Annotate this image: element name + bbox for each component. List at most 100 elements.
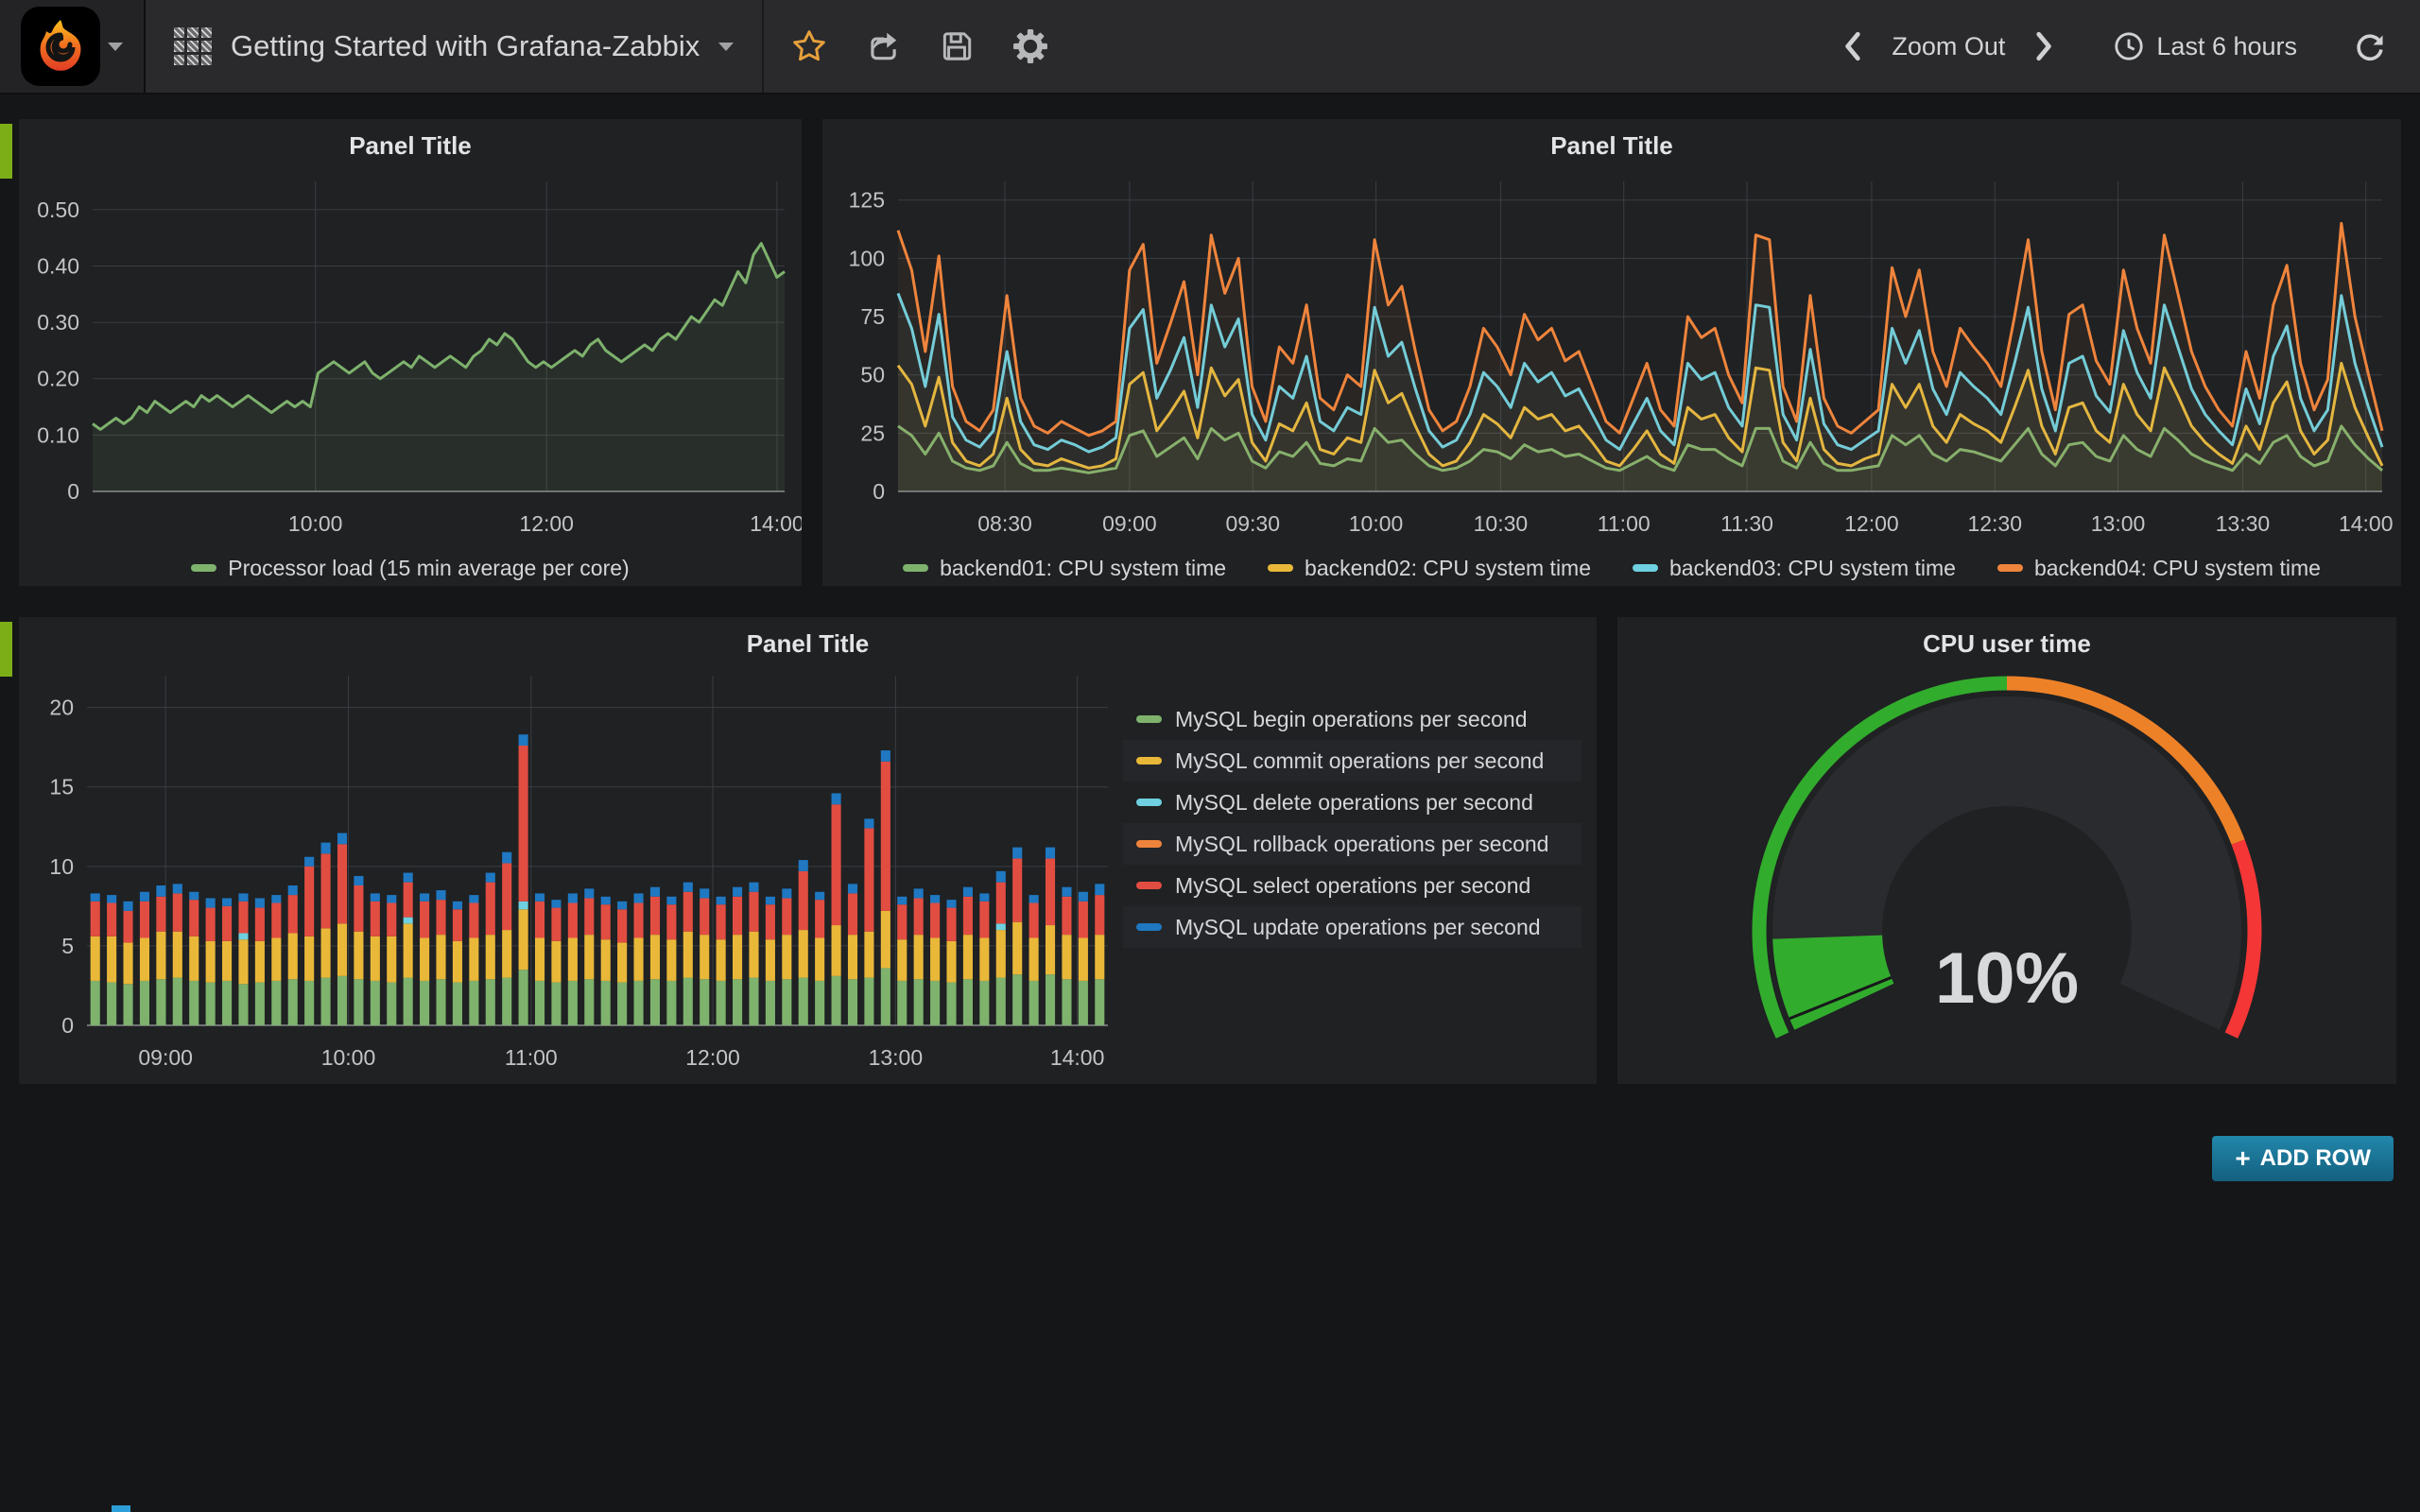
dashboard-actions [762,0,1070,93]
logo-caret-icon [108,42,123,51]
svg-text:11:00: 11:00 [1598,511,1651,536]
time-picker-button[interactable]: Last 6 hours [2103,25,2307,68]
grafana-logo-button[interactable] [0,0,146,93]
legend: Processor load (15 min average per core) [19,547,802,586]
add-row-label: ADD ROW [2259,1145,2371,1171]
dashboard-grid-icon [174,27,212,65]
legend-swatch [1633,564,1658,572]
svg-text:0: 0 [61,1013,74,1038]
time-controls: Zoom Out Last 6 hours [1833,0,2420,93]
svg-text:10:00: 10:00 [1349,511,1404,536]
legend-label: MySQL rollback operations per second [1175,831,1549,856]
legend-label: MySQL select operations per second [1175,872,1531,898]
svg-text:12:30: 12:30 [1967,511,2022,536]
row-collapse-handle[interactable] [0,622,12,677]
legend: backend01: CPU system time backend02: CPU… [822,547,2401,586]
legend-item[interactable]: MySQL delete operations per second [1123,782,1582,823]
chart-processor-load[interactable]: 0 0.10 0.20 0.30 0.40 0.50 10:00 12:00 14:00 [19,166,802,542]
save-icon [943,32,972,60]
svg-text:10: 10 [49,854,74,879]
svg-text:5: 5 [61,934,74,958]
legend-item[interactable]: Processor load (15 min average per core) [191,555,630,581]
legend-swatch [1136,840,1162,848]
legend-item[interactable]: MySQL update operations per second [1123,906,1582,948]
svg-text:09:00: 09:00 [138,1045,193,1070]
dashboard-canvas: Panel Title 0 0.10 0.20 0.30 0.40 0.50 10:00 12… [0,94,2420,1181]
svg-text:20: 20 [49,696,74,720]
svg-text:75: 75 [860,304,885,329]
legend-item[interactable]: MySQL begin operations per second [1123,698,1582,740]
svg-text:0.20: 0.20 [37,367,79,391]
share-dashboard-button[interactable] [853,16,913,77]
svg-text:0: 0 [873,479,885,504]
panel-cpu-system-time: Panel Title 0 25 50 75 100 125 08:30 09:00 09:30… [822,119,2401,586]
panel-title[interactable]: CPU user time [1923,629,2091,658]
dashboard-title: Getting Started with Grafana-Zabbix [231,29,700,62]
legend-item[interactable]: backend01: CPU system time [903,556,1226,581]
svg-text:125: 125 [849,188,885,213]
svg-text:12:00: 12:00 [519,511,574,536]
legend-item[interactable]: MySQL select operations per second [1123,865,1582,906]
svg-text:13:00: 13:00 [869,1045,924,1070]
svg-text:0.30: 0.30 [37,310,79,335]
panel-title[interactable]: Panel Title [349,131,472,160]
title-caret-icon [718,42,735,51]
svg-text:08:30: 08:30 [977,511,1032,536]
svg-text:50: 50 [860,363,885,387]
legend-label: MySQL commit operations per second [1175,747,1545,773]
gauge-cpu-user-time[interactable]: 10% [1617,664,2396,1084]
panel-mysql-operations: Panel Title 0 5 10 15 20 09:00 10:00 11:00 12:00… [19,617,1597,1084]
svg-text:14:00: 14:00 [1050,1045,1105,1070]
share-icon [871,32,897,60]
svg-text:0.50: 0.50 [37,198,79,222]
star-icon [793,30,826,61]
refresh-icon [2357,34,2383,61]
dashboard-row-1: Panel Title 0 0.10 0.20 0.30 0.40 0.50 10:00 12… [0,119,2401,586]
svg-text:10:00: 10:00 [288,511,343,536]
panel-title[interactable]: Panel Title [1550,131,1673,160]
time-shift-forward-button[interactable] [2022,16,2064,77]
legend-item[interactable]: MySQL rollback operations per second [1123,823,1582,865]
svg-text:14:00: 14:00 [2339,511,2394,536]
svg-text:0.40: 0.40 [37,253,79,278]
svg-text:10%: 10% [1935,938,2079,1019]
dashboard-title-menu[interactable]: Getting Started with Grafana-Zabbix [146,0,762,93]
chevron-left-icon [1845,31,1860,61]
time-shift-back-button[interactable] [1833,16,1875,77]
save-dashboard-button[interactable] [926,16,987,77]
dashboard-settings-button[interactable] [1000,16,1061,77]
legend-label: backend02: CPU system time [1305,555,1591,580]
legend-swatch [1136,799,1162,806]
legend-item[interactable]: backend03: CPU system time [1633,556,1956,581]
clock-icon [2115,32,2144,60]
svg-text:0.10: 0.10 [37,422,79,447]
legend-item[interactable]: backend02: CPU system time [1268,556,1591,581]
chevron-right-icon [2036,31,2052,61]
legend-swatch [1136,923,1162,931]
legend-label: backend04: CPU system time [2033,555,2321,580]
star-dashboard-button[interactable] [779,16,839,77]
svg-text:09:00: 09:00 [1102,511,1157,536]
add-row-button[interactable]: + ADD ROW [2212,1136,2394,1181]
legend-item[interactable]: MySQL commit operations per second [1123,740,1582,782]
panel-title[interactable]: Panel Title [746,629,870,658]
svg-text:10:00: 10:00 [321,1045,376,1070]
gear-icon [1013,29,1048,63]
chart-mysql-operations[interactable]: 0 5 10 15 20 09:00 10:00 11:00 12:00 13:00 14:00 [19,664,1119,1080]
legend-label: Processor load (15 min average per core) [228,555,630,580]
refresh-button[interactable] [2346,16,2394,77]
svg-text:11:00: 11:00 [505,1045,558,1070]
zoom-out-button[interactable]: Zoom Out [1882,26,2014,67]
svg-text:13:30: 13:30 [2216,511,2271,536]
legend-swatch [1268,564,1294,572]
legend-item[interactable]: backend04: CPU system time [1996,555,2321,581]
top-navbar: Getting Started with Grafana-Zabbix [0,0,2420,94]
legend-swatch [1996,564,2023,572]
svg-text:14:00: 14:00 [750,511,802,536]
time-range-label: Last 6 hours [2156,31,2297,60]
panel-processor-load: Panel Title 0 0.10 0.20 0.30 0.40 0.50 10:00 12… [19,119,802,586]
chart-cpu-system-time[interactable]: 0 25 50 75 100 125 08:30 09:00 09:30 10:00 10:30 11… [822,166,2401,542]
svg-text:15: 15 [49,775,74,799]
plus-icon: + [2235,1143,2251,1173]
row-collapse-handle[interactable] [0,124,12,179]
